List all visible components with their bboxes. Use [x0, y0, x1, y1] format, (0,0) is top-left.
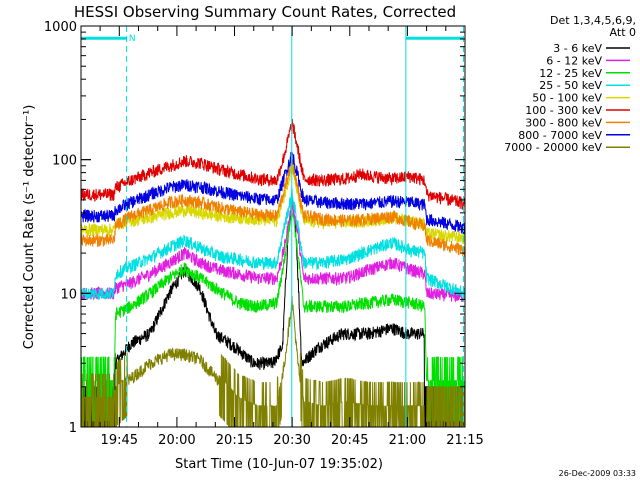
x-tick-label-1: 20:00	[158, 433, 195, 448]
y-tick-label-2: 100	[52, 154, 77, 169]
series-line-5	[81, 118, 465, 210]
legend-label-4: 50 - 100 keV	[532, 92, 602, 105]
y-tick-label-0: 1	[69, 421, 77, 436]
chart-title: HESSI Observing Summary Count Rates, Cor…	[74, 3, 456, 21]
legend-header-0: Det 1,3,4,5,6,9,	[550, 14, 636, 27]
plot-series	[81, 118, 465, 427]
tick-labels: 1 10 100 1000 19:45 20:00 20:15 20:30 20:45 21:00…	[44, 20, 484, 448]
y-tick-label-1: 10	[60, 287, 77, 302]
annotation-label-0: N	[129, 34, 136, 44]
series-line-7	[81, 151, 465, 235]
timestamp: 26-Dec-2009 03:33	[559, 469, 636, 478]
plot-markers: N	[81, 26, 464, 427]
plot-axes	[80, 25, 466, 428]
x-axis-title: Start Time (10-Jun-07 19:35:02)	[175, 457, 383, 472]
y-tick-label-3: 1000	[44, 20, 77, 35]
x-tick-label-5: 21:00	[389, 433, 426, 448]
legend-header-1: Att 0	[610, 26, 636, 39]
legend-label-0: 3 - 6 keV	[553, 42, 602, 55]
legend-label-5: 100 - 300 keV	[525, 104, 602, 117]
legend-label-1: 6 - 12 keV	[546, 54, 602, 67]
x-tick-label-6: 21:15	[446, 433, 483, 448]
series-line-8	[81, 295, 465, 427]
x-tick-label-3: 20:30	[273, 433, 310, 448]
series-line-0	[81, 201, 465, 427]
x-tick-label-0: 19:45	[101, 433, 138, 448]
legend-label-6: 300 - 800 keV	[525, 116, 602, 129]
legend-label-3: 25 - 50 keV	[539, 79, 602, 92]
series-line-6	[81, 158, 465, 257]
series-line-2	[81, 206, 465, 422]
x-tick-label-2: 20:15	[216, 433, 253, 448]
legend-label-8: 7000 - 20000 keV	[504, 141, 602, 154]
y-axis-title: Corrected Count Rate (s⁻¹ detector⁻¹)	[22, 105, 37, 350]
legend-label-2: 12 - 25 keV	[539, 67, 602, 80]
series-line-3	[81, 188, 465, 301]
series-line-1	[81, 197, 465, 303]
legend-label-7: 800 - 7000 keV	[518, 129, 602, 142]
x-tick-label-4: 20:45	[331, 433, 368, 448]
